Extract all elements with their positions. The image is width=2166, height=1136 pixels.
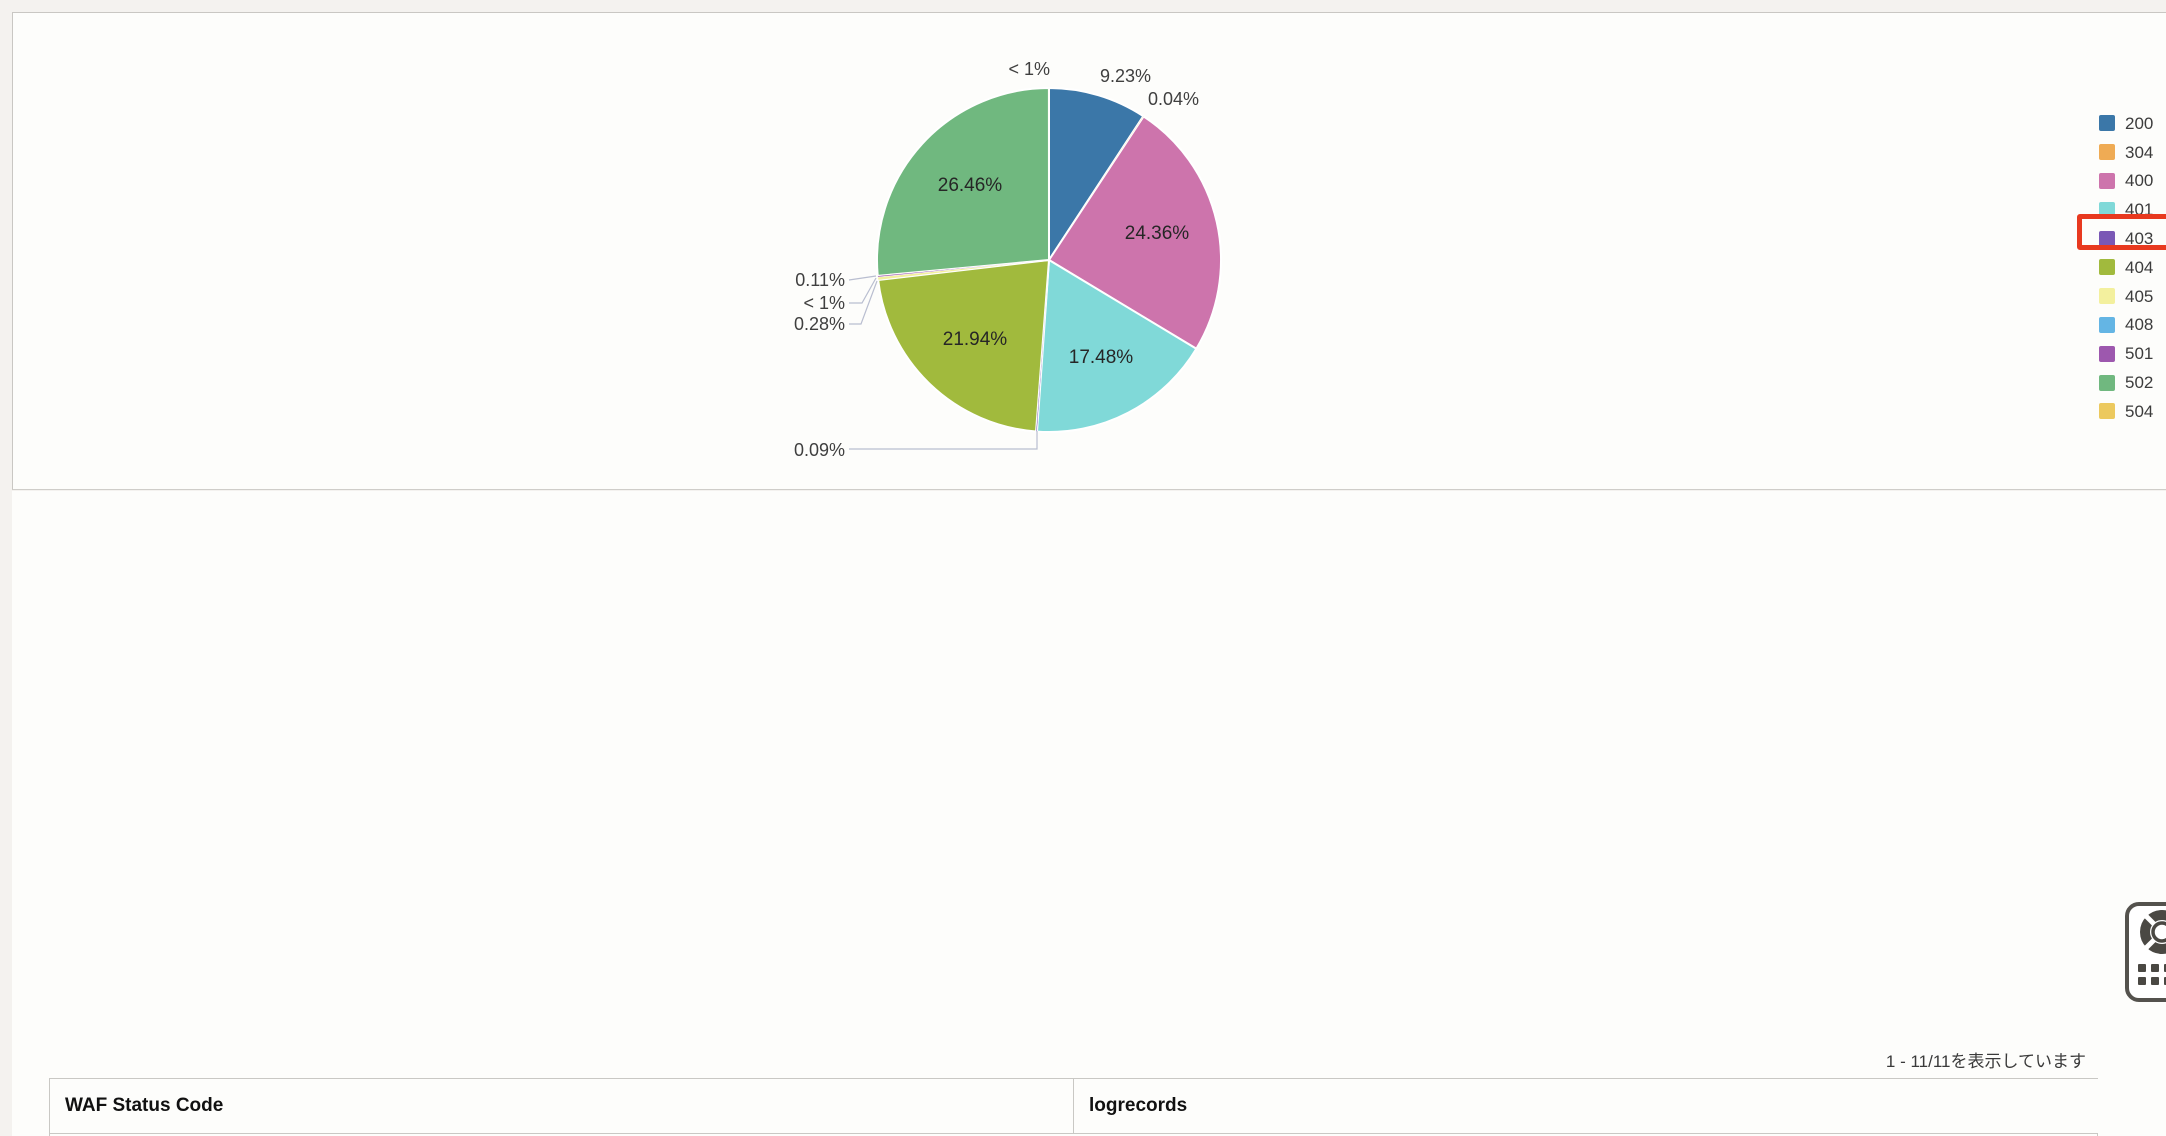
legend-swatch-icon bbox=[2099, 374, 2115, 391]
legend-item-408[interactable]: 408 bbox=[2099, 311, 2166, 340]
legend-item-501[interactable]: 501 bbox=[2099, 339, 2166, 368]
pie-slice-502[interactable] bbox=[876, 86, 1051, 277]
legend-label: 408 bbox=[2125, 315, 2154, 335]
table-row: 20015,003 bbox=[49, 1133, 2098, 1136]
pagination-status: 1 - 11/11を表示しています bbox=[1885, 1052, 2086, 1071]
legend-item-404[interactable]: 404 bbox=[2099, 253, 2166, 282]
cell-status-code: 200 bbox=[49, 1133, 1074, 1136]
pie-label-502: 26.46% bbox=[938, 175, 1003, 196]
legend-item-401[interactable]: 401 bbox=[2099, 195, 2166, 224]
table-header: WAF Status Code logrecords bbox=[49, 1078, 2098, 1134]
cell-logrecords: 15,003 bbox=[1073, 1133, 2098, 1136]
chart-legend: 200 304 400 401 403 404 405 408 501 502 504 bbox=[2099, 109, 2166, 426]
legend-swatch-icon bbox=[2099, 115, 2115, 132]
life-buoy-icon bbox=[2140, 910, 2166, 954]
pie-slice-501[interactable] bbox=[877, 259, 1050, 278]
legend-label: 502 bbox=[2125, 373, 2154, 393]
pie-label-200: 9.23% bbox=[1100, 66, 1151, 86]
table-panel: 1 - 11/11を表示しています WAF Status Code logreco… bbox=[12, 491, 2166, 1136]
pie-label-501: 0.11% bbox=[795, 270, 845, 290]
pie-slice-200[interactable] bbox=[1048, 86, 1145, 264]
pie-label-403: 0.09% bbox=[794, 440, 845, 460]
pie-label-408: < 1% bbox=[803, 293, 845, 313]
pie-slice-404[interactable] bbox=[877, 258, 1051, 433]
legend-label: 200 bbox=[2125, 113, 2154, 133]
grid-dots-icon bbox=[2138, 964, 2166, 985]
pie-label-405: 0.28% bbox=[794, 314, 845, 334]
pie-slice-304[interactable] bbox=[1048, 115, 1144, 261]
pie-leader-line bbox=[849, 280, 878, 325]
pie-leader-line bbox=[849, 277, 877, 304]
legend-swatch-icon bbox=[2099, 288, 2115, 305]
legend-swatch-icon bbox=[2099, 316, 2115, 333]
legend-swatch-icon bbox=[2099, 345, 2115, 362]
pie-slice-400[interactable] bbox=[1047, 114, 1222, 351]
pie-chart-panel: 9.23% 0.04% 24.36% 17.48% 0.09% 21.94% 0.28% < … bbox=[12, 12, 2166, 490]
pie-label-401: 17.48% bbox=[1069, 347, 1134, 368]
legend-item-403[interactable]: 403 bbox=[2099, 224, 2166, 253]
legend-swatch-icon bbox=[2099, 259, 2115, 276]
pie-label-504: < 1% bbox=[1008, 59, 1050, 79]
legend-item-304[interactable]: 304 bbox=[2099, 138, 2166, 167]
legend-label: 401 bbox=[2125, 200, 2154, 220]
legend-swatch-icon bbox=[2099, 172, 2115, 189]
legend-item-200[interactable]: 200 bbox=[2099, 109, 2166, 138]
legend-label: 404 bbox=[2125, 257, 2154, 277]
pie-slice-401[interactable] bbox=[1035, 258, 1198, 433]
legend-label: 400 bbox=[2125, 171, 2154, 191]
pie-label-304: 0.04% bbox=[1148, 89, 1199, 109]
legend-label: 405 bbox=[2125, 286, 2154, 306]
legend-item-405[interactable]: 405 bbox=[2099, 282, 2166, 311]
pie-label-400: 24.36% bbox=[1125, 223, 1190, 244]
legend-label: 403 bbox=[2125, 229, 2154, 249]
help-widget-button[interactable] bbox=[2125, 902, 2166, 1002]
column-header-logrecords[interactable]: logrecords bbox=[1073, 1078, 2098, 1134]
pie-leader-line bbox=[848, 275, 877, 281]
pie-chart: 9.23%0.04%24.36%17.48%0.09%21.94%0.28%< … bbox=[794, 59, 1222, 460]
legend-swatch-icon bbox=[2099, 403, 2115, 420]
help-widget-icons bbox=[2138, 910, 2166, 985]
legend-item-504[interactable]: 504 bbox=[2099, 397, 2166, 426]
legend-item-400[interactable]: 400 bbox=[2099, 167, 2166, 196]
legend-swatch-icon bbox=[2099, 230, 2115, 247]
legend-label: 501 bbox=[2125, 344, 2154, 364]
legend-item-502[interactable]: 502 bbox=[2099, 368, 2166, 397]
pie-leader-line bbox=[849, 431, 1038, 450]
legend-swatch-icon bbox=[2099, 144, 2115, 161]
column-header-waf-status-code[interactable]: WAF Status Code bbox=[49, 1078, 1074, 1134]
pie-label-404: 21.94% bbox=[943, 329, 1008, 350]
legend-label: 304 bbox=[2125, 142, 2154, 162]
legend-swatch-icon bbox=[2099, 201, 2115, 218]
legend-label: 504 bbox=[2125, 401, 2154, 421]
